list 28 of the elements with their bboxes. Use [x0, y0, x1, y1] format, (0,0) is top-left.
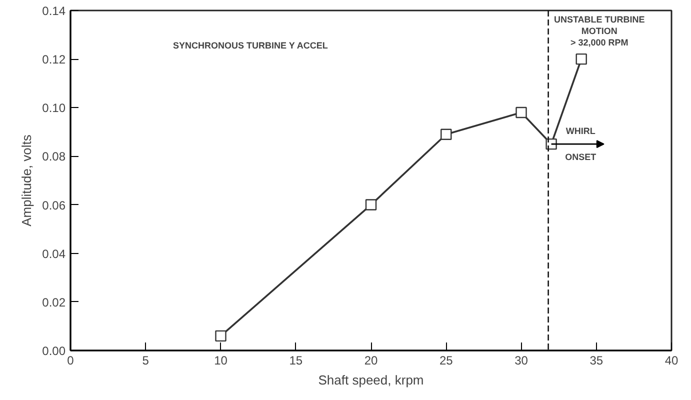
x-tick-label: 0 — [67, 354, 74, 368]
x-tick-label: 40 — [664, 354, 678, 368]
y-tick-label: 0.04 — [42, 246, 66, 261]
x-tick-label: 15 — [289, 354, 303, 368]
y-tick-label: 0.14 — [42, 4, 66, 18]
annotation: SYNCHRONOUS TURBINE Y ACCEL — [173, 40, 328, 50]
point — [576, 53, 587, 65]
y-axis-title: Amplitude, volts — [19, 134, 34, 226]
y-tick-label: 0.10 — [42, 101, 66, 116]
x-axis-title: Shaft speed, krpm — [318, 372, 424, 388]
point — [516, 106, 527, 118]
x-tick-label: 20 — [364, 354, 378, 368]
y-tick-label: 0.12 — [42, 52, 66, 67]
x-tick-label: 35 — [590, 354, 604, 368]
point — [365, 199, 377, 210]
x-tick-label: 30 — [514, 354, 528, 368]
x-tick-label: 25 — [439, 354, 454, 368]
annotation: WHIRL — [566, 126, 596, 136]
x-tick-label: 10 — [214, 354, 228, 368]
point — [440, 128, 452, 140]
x-tick-label: 5 — [142, 354, 150, 368]
y-tick-label: 0.02 — [42, 295, 66, 310]
y-tick-label: 0.06 — [42, 198, 66, 212]
ref-line-label: UNSTABLE TURBINE MOTION > 32,000 RPM — [554, 14, 645, 48]
y-tick-label: 0.00 — [42, 344, 66, 358]
point — [215, 330, 226, 342]
annotation: ONSET — [565, 152, 597, 162]
y-tick-label: 0.08 — [42, 150, 66, 164]
